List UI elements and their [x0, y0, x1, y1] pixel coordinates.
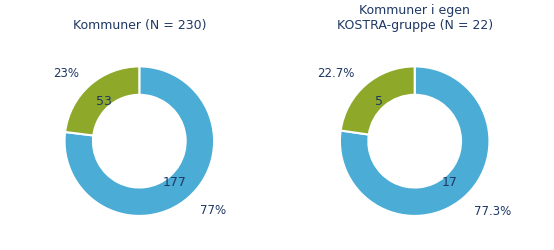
Text: 77%: 77%: [200, 203, 226, 216]
Text: 177: 177: [163, 175, 187, 188]
Text: 22.7%: 22.7%: [317, 66, 355, 80]
Text: 23%: 23%: [53, 67, 79, 80]
Title: Kommuner (N = 230): Kommuner (N = 230): [73, 19, 206, 32]
Wedge shape: [65, 67, 214, 216]
Text: 17: 17: [442, 176, 458, 188]
Text: 5: 5: [376, 94, 383, 108]
Title: Kommuner i egen
KOSTRA-gruppe (N = 22): Kommuner i egen KOSTRA-gruppe (N = 22): [337, 4, 493, 32]
Text: 53: 53: [96, 95, 111, 108]
Wedge shape: [341, 67, 415, 135]
Text: 77.3%: 77.3%: [474, 204, 512, 217]
Wedge shape: [340, 67, 489, 216]
Wedge shape: [65, 67, 139, 136]
